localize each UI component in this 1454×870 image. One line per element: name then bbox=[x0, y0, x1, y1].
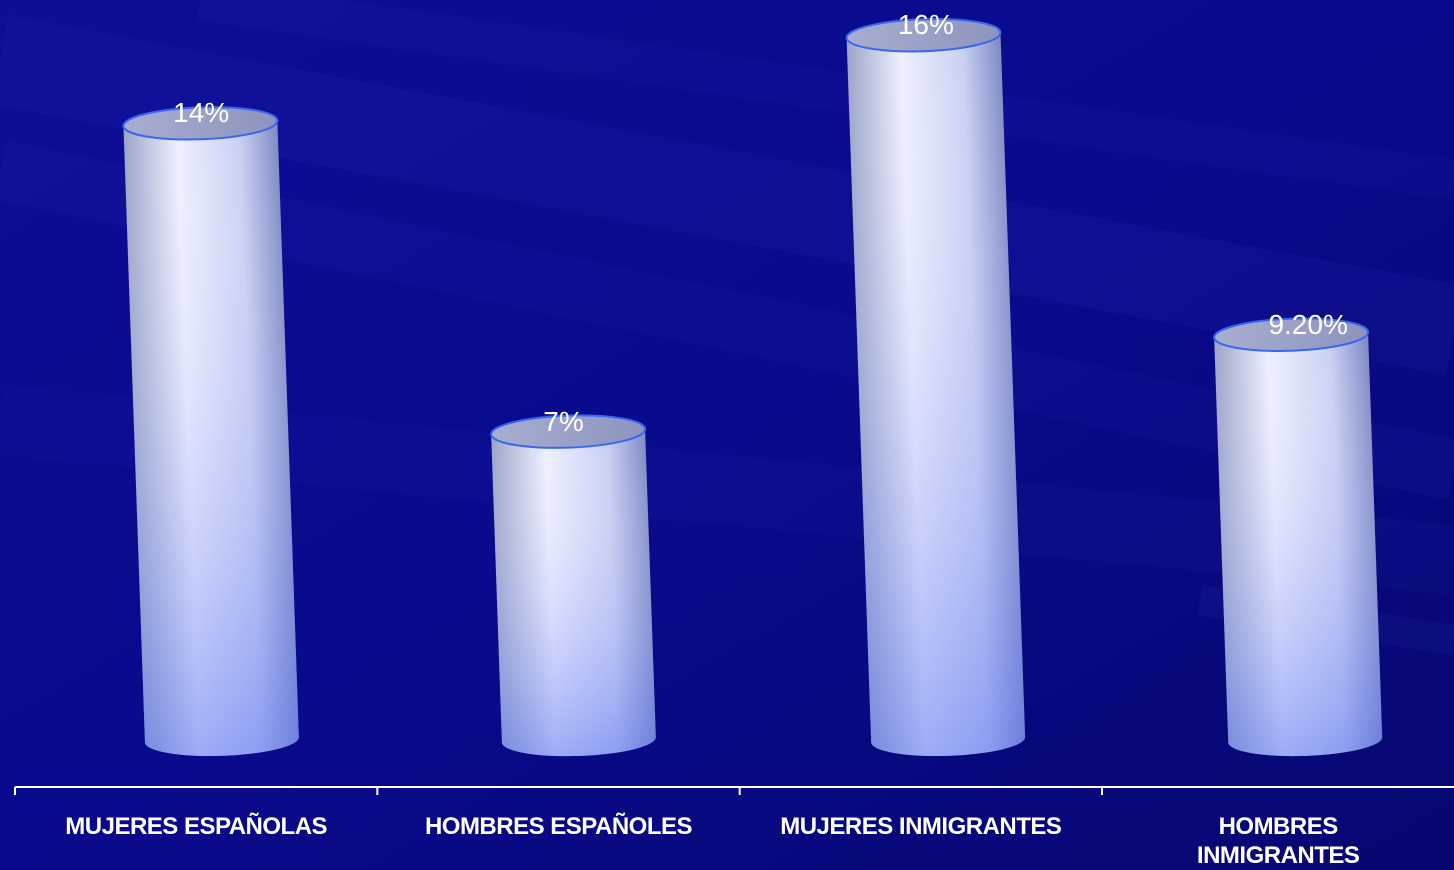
category-label: MUJERES ESPAÑOLAS bbox=[65, 813, 328, 840]
bar-shade bbox=[491, 428, 656, 757]
data-label: 14% bbox=[173, 97, 230, 129]
bar-top bbox=[1213, 317, 1370, 352]
background-streak bbox=[197, 0, 1454, 200]
category-label: MUJERES INMIGRANTES bbox=[780, 813, 1062, 840]
category-label: HOMBRES INMIGRANTES bbox=[1196, 813, 1360, 869]
bar-top bbox=[122, 106, 279, 141]
bar-cylinder bbox=[490, 414, 656, 757]
bar-cylinder bbox=[1213, 317, 1383, 757]
x-axis bbox=[14, 786, 1454, 795]
data-label: 7% bbox=[543, 405, 584, 437]
bar-top bbox=[845, 18, 1002, 53]
data-label: 9.20% bbox=[1268, 308, 1348, 340]
category-label: HOMBRES ESPAÑOLES bbox=[424, 813, 693, 840]
background-streak bbox=[0, 15, 1454, 375]
bar-shade bbox=[846, 32, 1026, 756]
bar-shade bbox=[123, 120, 299, 757]
bar-shade bbox=[1214, 332, 1383, 757]
bar-top bbox=[490, 414, 647, 449]
bar-cylinder bbox=[122, 106, 299, 757]
bar-cylinder bbox=[845, 18, 1026, 756]
data-label: 16% bbox=[897, 9, 954, 40]
bars-group bbox=[122, 18, 1383, 757]
